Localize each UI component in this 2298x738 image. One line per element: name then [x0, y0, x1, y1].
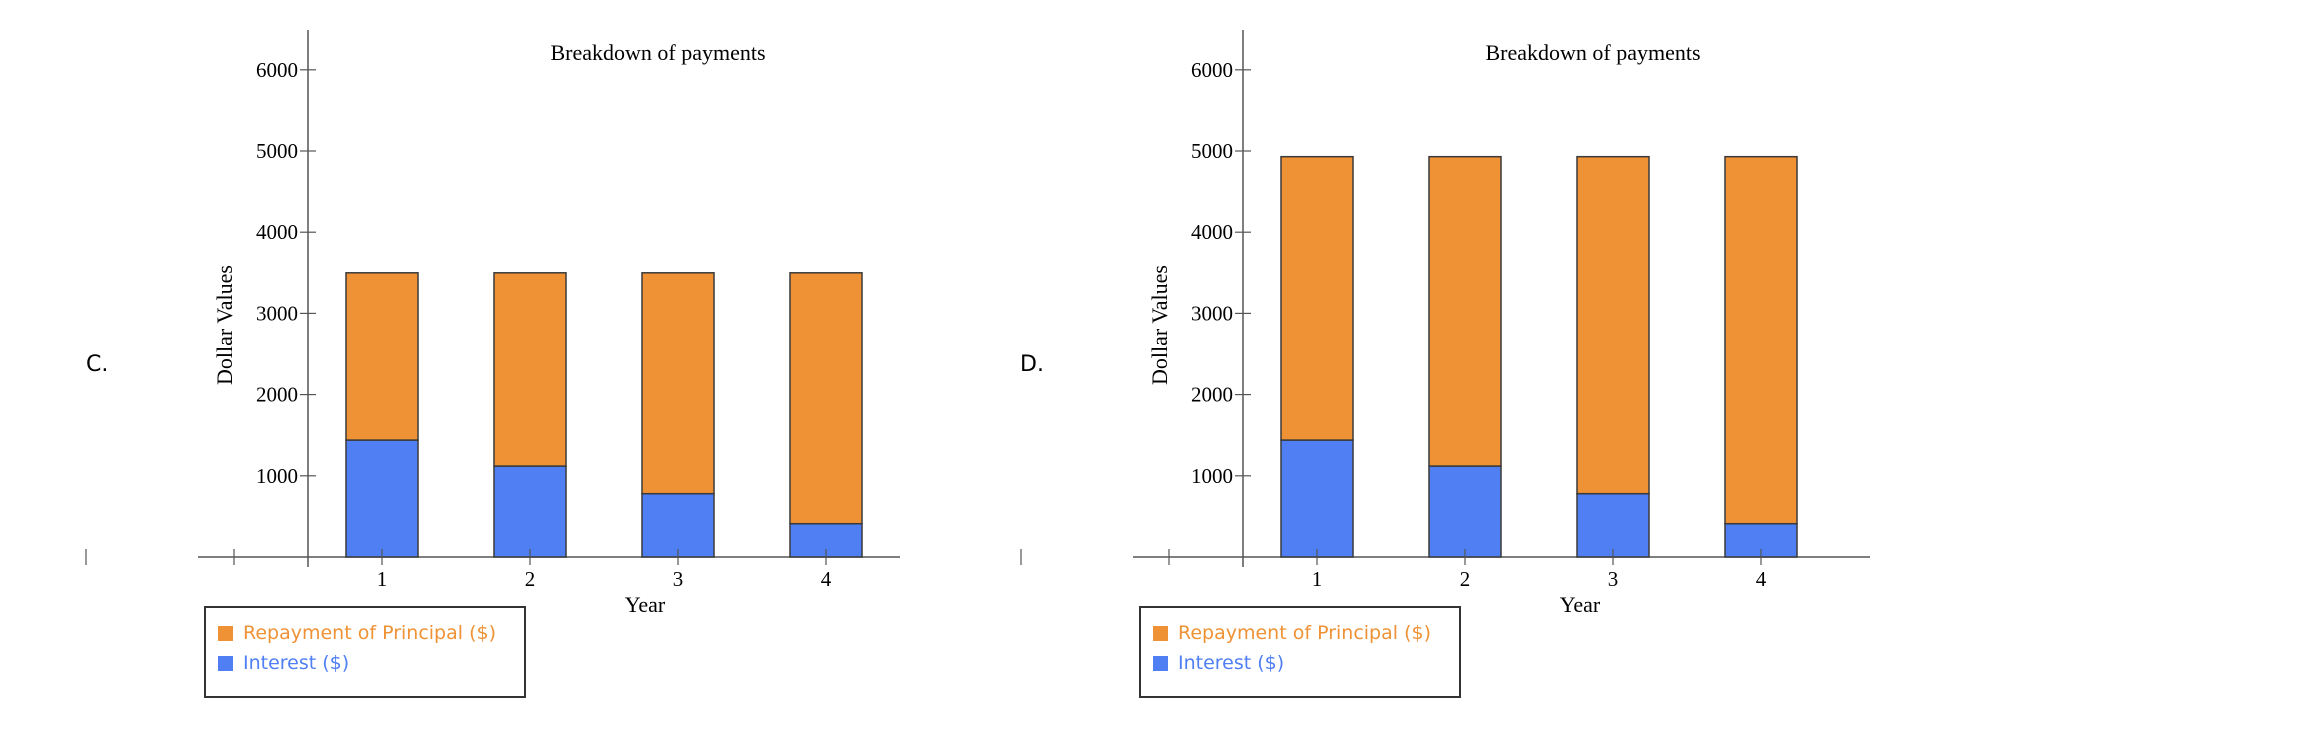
x-tick-label: 2 [525, 567, 536, 591]
legend-swatch [218, 656, 233, 671]
y-tick-label: 1000 [1191, 464, 1233, 488]
y-tick-label: 5000 [256, 139, 298, 163]
interest-bar-segment [641, 492, 715, 558]
interest-bar-segment [493, 465, 567, 558]
legend-swatch [218, 626, 233, 641]
chart-title: Breakdown of payments [550, 40, 765, 65]
interest-bar-segment [1428, 465, 1502, 558]
y-axis-label: Dollar Values [212, 265, 237, 385]
principal-bar-segment [1576, 155, 1650, 495]
legend-entry: Interest ($) [243, 652, 349, 674]
interest-bar-segment [1576, 492, 1650, 558]
y-tick-label: 1000 [256, 464, 298, 488]
principal-bar-segment [1428, 155, 1502, 467]
x-axis-label: Year [625, 592, 666, 617]
principal-bar-segment [641, 272, 715, 495]
x-tick-label: 2 [1460, 567, 1471, 591]
interest-bar-segment [1280, 439, 1354, 558]
y-tick-label: 3000 [256, 301, 298, 325]
legend-box [204, 606, 526, 698]
y-axis-label: Dollar Values [1147, 265, 1172, 385]
y-tick-label: 4000 [256, 220, 298, 244]
legend-entry: Repayment of Principal ($) [243, 622, 496, 644]
principal-bar-segment [789, 272, 863, 525]
y-tick-label: 3000 [1191, 301, 1233, 325]
y-tick-label: 6000 [256, 58, 298, 82]
y-tick-label: 5000 [1191, 139, 1233, 163]
y-tick-label: 6000 [1191, 58, 1233, 82]
legend-entry: Interest ($) [1178, 652, 1284, 674]
legend-swatch [1153, 656, 1168, 671]
y-tick-label: 2000 [1191, 383, 1233, 407]
option-d-label: D. [1020, 352, 1044, 377]
legend-swatch [1153, 626, 1168, 641]
principal-bar-segment [1280, 155, 1354, 441]
x-axis-label: Year [1560, 592, 1601, 617]
payments-chart-d: 1000 2000 3000 4000 5000 6000 Breakdown of pay… [1020, 30, 1870, 698]
x-tick-label: 1 [377, 567, 388, 591]
legend-entry: Repayment of Principal ($) [1178, 622, 1431, 644]
interest-bar-segment [345, 439, 419, 558]
y-tick-label: 2000 [256, 383, 298, 407]
principal-bar-segment [1724, 155, 1798, 525]
principal-bar-segment [493, 272, 567, 467]
y-tick-label: 4000 [1191, 220, 1233, 244]
principal-bar-segment [345, 272, 419, 441]
chart-title: Breakdown of payments [1485, 40, 1700, 65]
x-tick-label: 4 [821, 567, 832, 591]
x-tick-label: 4 [1756, 567, 1767, 591]
option-c-label: C. [86, 352, 109, 377]
payments-chart-c: 1000 2000 3000 4000 5000 6000 Breakdown of pay… [85, 30, 900, 698]
x-tick-label: 3 [1608, 567, 1619, 591]
x-tick-label: 3 [673, 567, 684, 591]
x-tick-label: 1 [1312, 567, 1323, 591]
legend-box [1139, 606, 1461, 698]
